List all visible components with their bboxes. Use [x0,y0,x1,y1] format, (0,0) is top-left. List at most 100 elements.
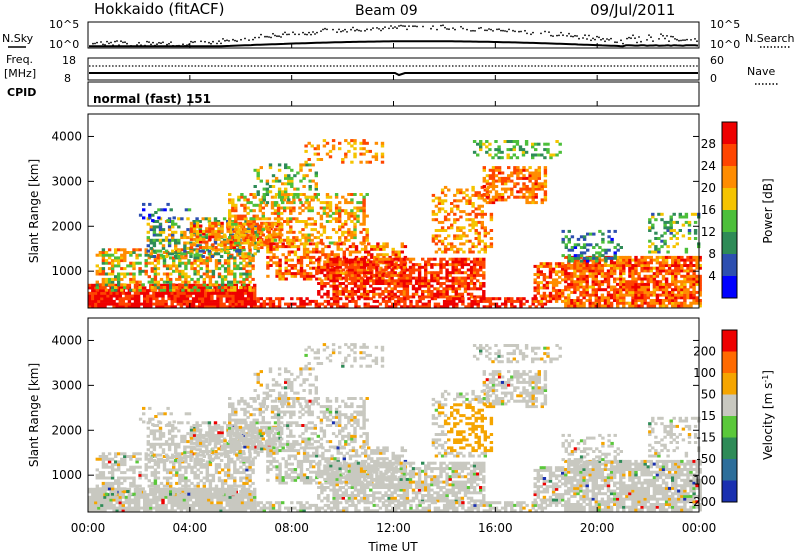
power-cell [567,293,571,297]
power-cell [268,163,273,167]
power-cell [403,299,407,303]
power-cell [616,301,620,305]
power-cell [110,259,115,263]
power-cell [339,272,343,276]
power-cell [183,233,187,237]
power-cell [356,217,360,221]
power-cell [597,266,602,270]
nsearch-point [544,30,546,33]
power-cell [167,294,171,298]
power-cell [143,294,147,298]
power-cell [367,250,371,254]
power-cell [417,279,422,283]
power-cell [321,242,325,246]
power-cell [427,292,431,296]
power-cell [202,246,206,249]
power-cell [172,269,176,273]
power-cell [686,255,690,259]
power-cell [489,242,494,246]
power-cell [121,291,125,295]
power-cell [335,257,339,261]
power-cell [208,256,213,260]
power-cell [394,255,398,259]
power-cell [384,268,388,272]
power-cell [671,277,675,281]
power-cell [118,286,122,290]
power-cell [91,283,95,287]
power-cell [289,220,293,223]
power-cell [228,222,232,226]
power-cell [439,257,443,261]
power-cell [158,291,162,295]
power-cell [649,280,653,284]
power-cell [341,268,345,272]
power-cell [394,253,398,257]
power-cell [646,285,650,289]
velocity-cell [91,498,95,502]
power-cell [112,299,116,303]
power-cell [491,187,496,191]
power-cell [477,207,481,211]
power-cell [491,297,496,301]
nsearch-point [136,44,138,46]
power-cell [597,288,602,292]
power-cell [220,286,225,289]
power-cell [338,141,342,145]
power-cell [619,285,623,289]
power-cell [217,229,221,233]
power-cell [110,264,115,268]
power-cell [482,305,486,309]
power-cell [311,198,315,202]
power-cell [536,275,540,279]
power-cell [598,254,602,258]
power-cell [564,277,568,281]
power-cell [439,268,443,272]
power-cell [695,274,699,278]
power-cell [126,286,130,289]
power-cell [436,305,441,309]
power-cell [256,297,260,301]
power-cell [110,280,115,284]
power-cell [269,250,273,254]
power-cell [281,277,285,281]
power-cell [150,267,154,271]
power-cell [234,217,238,221]
nsearch-point [684,39,686,41]
power-cell [317,292,321,296]
power-cell [510,299,514,303]
power-cell [582,272,586,276]
power-cell [329,305,334,309]
power-cell [652,274,657,278]
power-cell [325,193,330,196]
power-cell [319,201,324,205]
power-cell [468,247,472,251]
power-cell [579,301,583,305]
power-cell [174,238,178,242]
power-cell [595,251,599,255]
power-cell [275,274,279,278]
power-cell [411,287,416,291]
power-cell [360,242,365,246]
power-cell [399,290,403,293]
power-cell [619,272,623,276]
power-cell [655,296,660,300]
nsearch-point [130,45,132,47]
power-cell [533,299,537,303]
power-cell [117,283,121,287]
velocity-cell [133,498,138,502]
power-cell [503,140,507,143]
power-cell [408,268,413,272]
power-cell [451,265,455,269]
power-cell [299,264,304,267]
power-cell [510,187,514,191]
velocity-cell [94,509,98,513]
nsearch-point [602,37,604,40]
power-cell [586,232,590,236]
power-cell [307,158,311,161]
power-cell [195,220,199,223]
nsearch-point [562,34,564,37]
power-cell [531,299,535,303]
power-cell [443,215,448,219]
power-cell [452,299,456,303]
power-cell [302,174,306,178]
